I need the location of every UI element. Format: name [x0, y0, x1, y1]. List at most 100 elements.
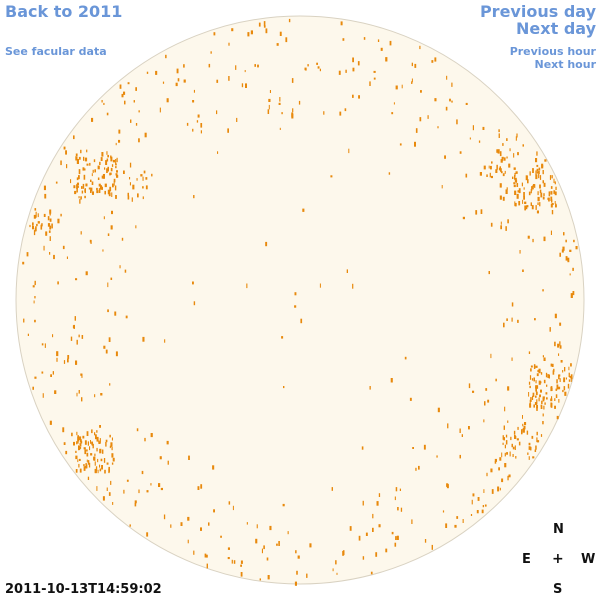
- facula-point: [106, 462, 109, 465]
- facula-point: [352, 67, 355, 72]
- facula-point: [296, 570, 298, 575]
- facula-point: [150, 483, 152, 486]
- facula-point: [127, 82, 130, 85]
- facula-point: [235, 65, 237, 70]
- facula-point: [95, 434, 97, 440]
- facula-point: [85, 271, 88, 276]
- facula-point: [217, 151, 219, 154]
- facula-point: [559, 252, 561, 257]
- facula-point: [76, 441, 78, 445]
- previous-day-link[interactable]: Previous day: [479, 2, 596, 21]
- facula-point: [389, 40, 392, 46]
- facula-point: [278, 541, 280, 546]
- facula-point: [81, 373, 83, 378]
- facula-point: [533, 404, 535, 408]
- observation-timestamp: 2011-10-13T14:59:02: [5, 582, 162, 597]
- facula-point: [570, 293, 573, 298]
- facula-point: [259, 578, 261, 581]
- facula-point: [530, 365, 533, 368]
- facula-point: [568, 379, 570, 382]
- facula-point: [263, 25, 266, 28]
- facula-point: [536, 431, 538, 436]
- facula-point: [388, 172, 391, 175]
- facula-point: [497, 149, 500, 154]
- facula-point: [245, 83, 247, 88]
- facula-point: [92, 169, 94, 173]
- facula-point: [538, 380, 541, 385]
- facula-point: [294, 581, 297, 586]
- facula-point: [535, 174, 538, 180]
- facula-point: [188, 455, 190, 460]
- facula-point: [505, 434, 508, 438]
- facula-point: [76, 188, 78, 193]
- facula-point: [395, 487, 398, 492]
- facula-point: [111, 462, 114, 465]
- facula-point: [501, 452, 503, 458]
- facula-point: [110, 480, 112, 485]
- facula-point: [129, 162, 132, 168]
- facula-point: [140, 174, 143, 177]
- facula-point: [55, 181, 58, 184]
- facula-point: [525, 175, 528, 181]
- facula-point: [391, 531, 394, 535]
- facula-point: [508, 474, 511, 478]
- facula-point: [76, 182, 79, 186]
- facula-point: [570, 374, 573, 380]
- facula-point: [535, 385, 537, 389]
- facula-point: [81, 397, 83, 402]
- facula-point: [400, 507, 403, 512]
- facula-point: [532, 238, 534, 243]
- facula-point: [93, 456, 96, 461]
- facula-point: [37, 221, 40, 224]
- facula-point: [562, 370, 564, 373]
- facula-point: [196, 120, 199, 123]
- facula-point: [504, 444, 506, 449]
- next-day-link[interactable]: Next day: [516, 19, 596, 38]
- facula-point: [227, 128, 229, 133]
- facula-point: [342, 38, 345, 41]
- facula-point: [48, 230, 51, 233]
- facula-point: [525, 205, 528, 210]
- previous-hour-link[interactable]: Previous hour: [509, 45, 596, 58]
- facula-point: [544, 402, 546, 405]
- facula-point: [86, 459, 88, 463]
- facula-point: [124, 100, 126, 105]
- see-facular-data-link[interactable]: See facular data: [5, 45, 107, 58]
- facula-point: [534, 402, 537, 405]
- facula-point: [550, 398, 553, 402]
- facula-point: [516, 438, 519, 441]
- next-hour-link[interactable]: Next hour: [534, 58, 597, 71]
- facula-point: [504, 157, 506, 161]
- facula-point: [488, 271, 490, 275]
- facula-point: [220, 535, 222, 538]
- facula-point: [52, 371, 54, 375]
- facula-point: [232, 505, 234, 511]
- facula-point: [208, 522, 210, 526]
- facula-point: [544, 159, 547, 162]
- facula-point: [444, 155, 446, 159]
- facula-point: [76, 392, 78, 397]
- facula-point: [418, 465, 420, 470]
- facula-point: [85, 183, 88, 187]
- facula-point: [110, 167, 113, 172]
- facula-point: [527, 452, 529, 455]
- facula-point: [109, 186, 112, 192]
- facula-point: [513, 182, 516, 185]
- facula-point: [469, 137, 471, 140]
- facula-point: [34, 215, 37, 218]
- facula-point: [523, 192, 525, 197]
- facula-point: [106, 168, 108, 173]
- facula-point: [519, 250, 521, 254]
- facula-point: [241, 83, 244, 88]
- back-to-year-link[interactable]: Back to 2011: [5, 2, 123, 21]
- facula-point: [91, 173, 93, 177]
- facula-point: [554, 191, 557, 196]
- facula-point: [93, 159, 96, 163]
- facula-point: [51, 223, 53, 229]
- facula-point: [506, 138, 508, 141]
- facula-point: [228, 76, 230, 81]
- facular-points: [22, 18, 578, 586]
- facula-point: [486, 472, 488, 477]
- facula-point: [35, 226, 37, 232]
- facula-point: [269, 525, 272, 531]
